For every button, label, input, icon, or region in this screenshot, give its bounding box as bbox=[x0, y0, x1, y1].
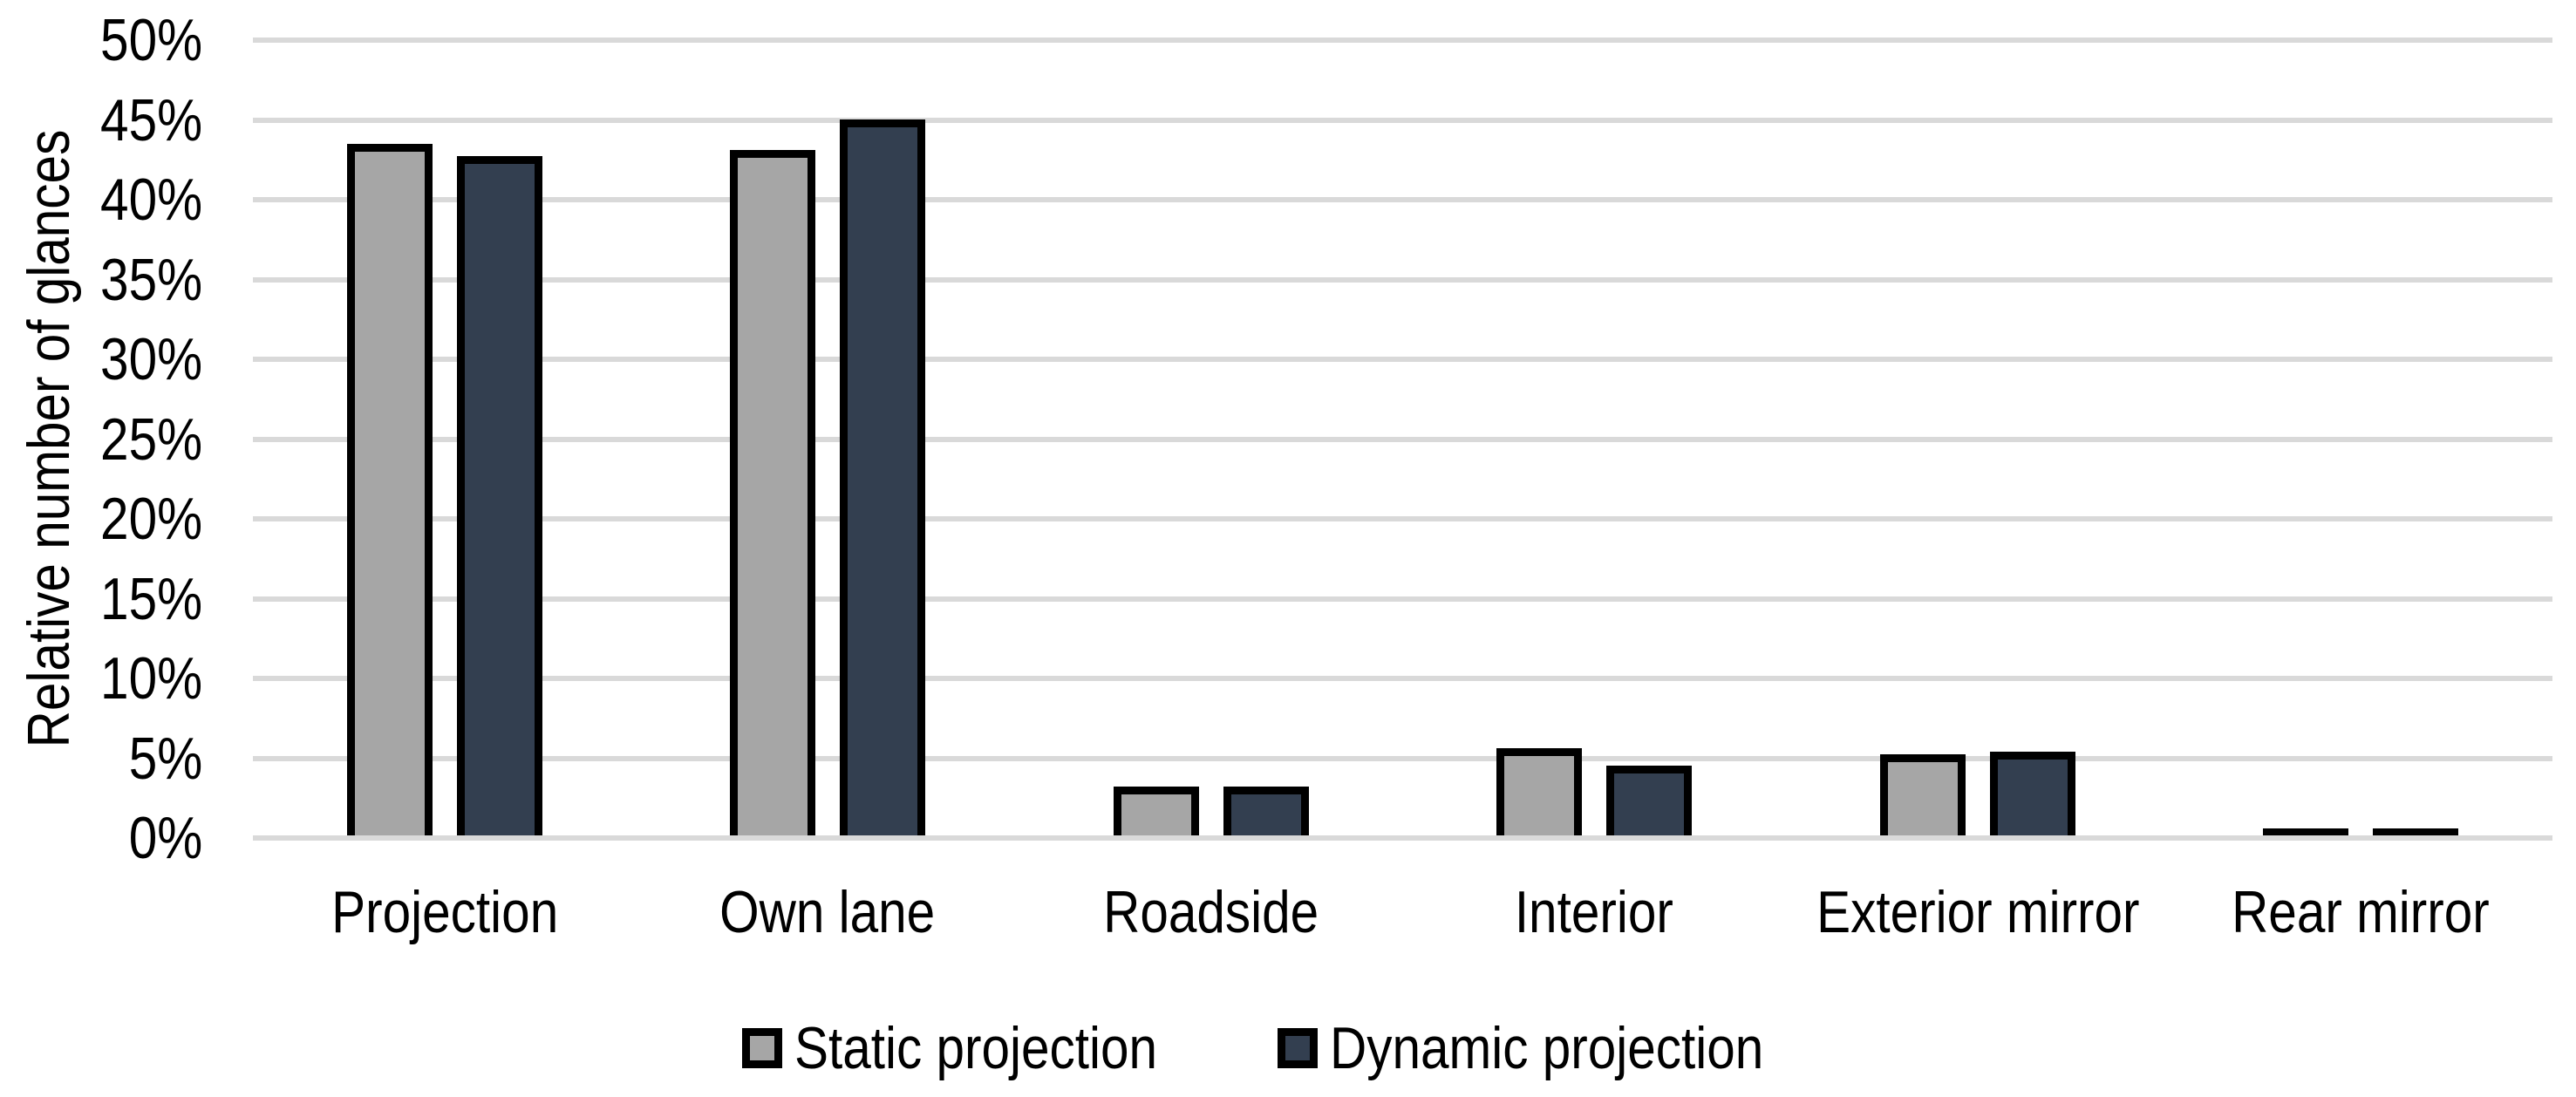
x-category-label-text: Own lane bbox=[719, 879, 936, 945]
y-tick-label-text: 5% bbox=[128, 726, 202, 792]
legend-item-dynamic-projection: Dynamic projection bbox=[1277, 1015, 1834, 1081]
gridline-15 bbox=[253, 596, 2552, 602]
gridline-50 bbox=[253, 37, 2552, 43]
gridline-20 bbox=[253, 516, 2552, 521]
bar-static-projection-roadside bbox=[1114, 787, 1199, 838]
y-tick-label-25: 25% bbox=[0, 410, 202, 469]
gridline-45 bbox=[253, 118, 2552, 123]
bar-dynamic-projection-rear-mirror bbox=[2373, 828, 2458, 838]
x-category-label-rear-mirror: Rear mirror bbox=[2099, 882, 2576, 942]
x-category-label-projection: Projection bbox=[183, 882, 706, 942]
plot-area bbox=[253, 37, 2552, 841]
y-tick-label-text: 40% bbox=[99, 167, 202, 233]
y-tick-label-text: 30% bbox=[99, 326, 202, 392]
y-tick-label-50: 50% bbox=[0, 10, 202, 70]
y-tick-label-text: 35% bbox=[99, 247, 202, 313]
legend-swatch-static-projection bbox=[741, 1028, 782, 1068]
legend-label-static-projection: Static projection bbox=[794, 1015, 1158, 1081]
gridline-10 bbox=[253, 676, 2552, 681]
bar-static-projection-own-lane bbox=[730, 150, 815, 838]
legend-swatch-dynamic-projection bbox=[1277, 1028, 1318, 1068]
y-tick-label-text: 20% bbox=[99, 486, 202, 552]
y-tick-label-text: 45% bbox=[99, 87, 202, 153]
y-tick-label-text: 10% bbox=[99, 645, 202, 712]
x-category-label-text: Projection bbox=[331, 879, 559, 945]
bars-layer bbox=[253, 40, 2552, 838]
bar-static-projection-projection bbox=[347, 144, 433, 838]
x-category-label-text: Exterior mirror bbox=[1816, 879, 2140, 945]
legend: Static projection Dynamic projection bbox=[0, 1019, 2576, 1078]
y-tick-label-15: 15% bbox=[0, 569, 202, 629]
y-tick-label-text: 0% bbox=[128, 805, 202, 871]
legend-label-dynamic-projection: Dynamic projection bbox=[1329, 1015, 1764, 1081]
y-tick-label-5: 5% bbox=[0, 729, 202, 788]
y-tick-label-10: 10% bbox=[0, 649, 202, 708]
x-category-label-text: Interior bbox=[1514, 879, 1673, 945]
bar-static-projection-rear-mirror bbox=[2263, 828, 2348, 838]
gridline-40 bbox=[253, 197, 2552, 202]
bar-dynamic-projection-own-lane bbox=[840, 119, 925, 838]
y-tick-label-20: 20% bbox=[0, 489, 202, 548]
y-tick-label-45: 45% bbox=[0, 91, 202, 150]
x-category-label-text: Roadside bbox=[1103, 879, 1319, 945]
y-tick-label-30: 30% bbox=[0, 330, 202, 389]
x-category-label-roadside: Roadside bbox=[950, 882, 1473, 942]
y-tick-label-40: 40% bbox=[0, 170, 202, 229]
x-category-label-exterior-mirror: Exterior mirror bbox=[1716, 882, 2239, 942]
bar-static-projection-exterior-mirror bbox=[1880, 754, 1966, 838]
bar-dynamic-projection-exterior-mirror bbox=[1990, 752, 2075, 838]
x-category-label-own-lane: Own lane bbox=[566, 882, 1089, 942]
gridline-0 bbox=[253, 835, 2552, 841]
legend-item-static-projection: Static projection bbox=[741, 1015, 1216, 1081]
bar-dynamic-projection-interior bbox=[1606, 766, 1692, 838]
bar-static-projection-interior bbox=[1496, 748, 1582, 838]
bar-dynamic-projection-roadside bbox=[1223, 787, 1309, 838]
x-category-label-text: Rear mirror bbox=[2232, 879, 2490, 945]
y-tick-label-text: 15% bbox=[99, 566, 202, 632]
bar-dynamic-projection-projection bbox=[457, 156, 542, 838]
y-tick-label-text: 50% bbox=[99, 7, 202, 73]
gridline-5 bbox=[253, 756, 2552, 761]
y-tick-label-text: 25% bbox=[99, 406, 202, 473]
y-tick-label-0: 0% bbox=[0, 808, 202, 868]
gridline-30 bbox=[253, 357, 2552, 362]
x-category-label-interior: Interior bbox=[1332, 882, 1856, 942]
gridline-35 bbox=[253, 277, 2552, 283]
gridline-25 bbox=[253, 437, 2552, 442]
y-tick-label-35: 35% bbox=[0, 250, 202, 310]
